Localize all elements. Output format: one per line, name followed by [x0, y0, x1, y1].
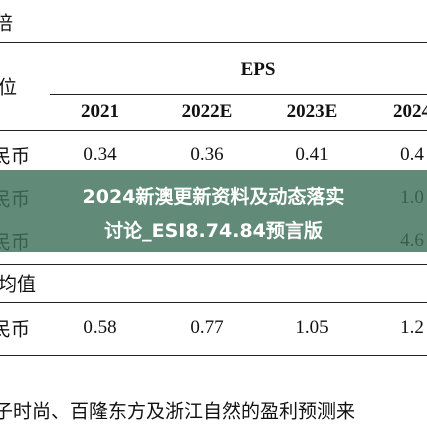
- rule: [0, 130, 427, 131]
- footnote: 子时尚、百隆东方及浙江自然的盈利预测来: [0, 401, 356, 423]
- cell: 0.58: [83, 317, 117, 338]
- group-header: EPS: [240, 59, 276, 80]
- cell: 0.4: [400, 144, 424, 165]
- column-header: 2022E: [181, 101, 233, 122]
- banner-line: 2024新澳更新资料及动态落实: [82, 186, 345, 208]
- unit-label: 位: [0, 77, 18, 99]
- unit-tail: 倍: [0, 13, 14, 35]
- rule: [50, 94, 427, 95]
- cell: 0.77: [190, 317, 224, 338]
- column-header: 2021: [81, 101, 119, 122]
- cell: 1.2: [400, 317, 424, 338]
- rule: [0, 264, 427, 265]
- cell: 0.41: [295, 144, 329, 165]
- overlay-banner: 2024新澳更新资料及动态落实 讨论_ESI8.74.84预言版: [0, 170, 427, 252]
- column-header: 2023E: [286, 101, 338, 122]
- rule: [0, 302, 427, 303]
- rule: [0, 355, 427, 356]
- column-header: 2024: [393, 101, 427, 122]
- cell: 0.36: [190, 144, 224, 165]
- cell: 1.05: [295, 317, 329, 338]
- cell: 0.34: [83, 144, 117, 165]
- row-label: 民币: [0, 146, 31, 168]
- banner-line: 讨论_ESI8.74.84预言版: [104, 220, 323, 242]
- row-label: 民币: [0, 319, 31, 341]
- section-label: 均值: [0, 274, 37, 296]
- rule: [0, 42, 427, 43]
